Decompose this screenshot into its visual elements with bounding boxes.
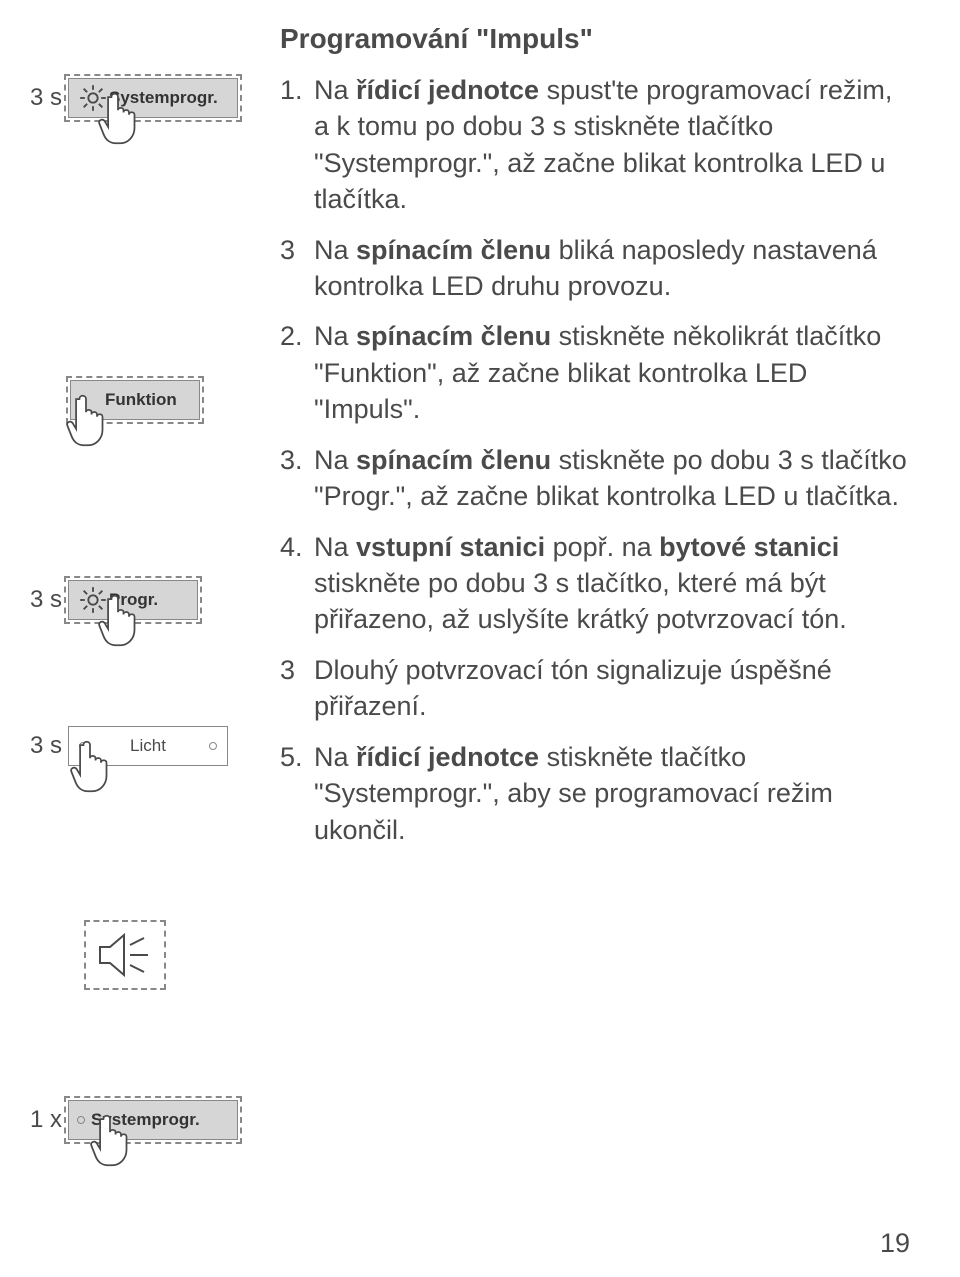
text: Na — [314, 532, 356, 562]
step-4: 4. Na vstupní stanici popř. na bytové st… — [280, 529, 910, 638]
page-number: 19 — [880, 1228, 910, 1259]
bold-term: řídicí jednotce — [356, 75, 539, 105]
text: popř. na — [545, 532, 659, 562]
step-number: 3. — [280, 442, 314, 515]
bold-term: spínacím členu — [356, 321, 551, 351]
text-column: Programování "Impuls" 1. Na řídicí jedno… — [280, 20, 910, 862]
step-number: 2. — [280, 318, 314, 427]
text: Na — [314, 321, 356, 351]
bold-term: bytové stanici — [659, 532, 839, 562]
press-hand-icon — [68, 738, 112, 794]
press-hand-icon — [64, 392, 108, 448]
text: stiskněte po dobu 3 s tlačítko, které má… — [314, 568, 847, 634]
press-hand-icon — [96, 592, 140, 648]
count-label: 1 x — [30, 1106, 62, 1134]
duration-label: 3 s — [30, 732, 62, 760]
bold-term: spínacím členu — [356, 235, 551, 265]
led-off-icon — [77, 1116, 85, 1124]
led-off-icon — [209, 742, 217, 750]
bold-term: spínacím členu — [356, 445, 551, 475]
duration-label: 3 s — [30, 586, 62, 614]
step-1: 1. Na řídicí jednotce spust'te programov… — [280, 72, 910, 218]
text: Na — [314, 75, 356, 105]
bold-term: řídicí jednotce — [356, 742, 539, 772]
step-2: 2. Na spínacím členu stiskněte několikrá… — [280, 318, 910, 427]
note-1: 3 Na spínacím členu bliká naposledy nast… — [280, 232, 910, 305]
step-number: 4. — [280, 529, 314, 638]
section-title: Programování "Impuls" — [280, 20, 910, 58]
text: Dlouhý potvrzovací tón signalizuje úspěš… — [314, 655, 832, 721]
press-hand-icon — [88, 1112, 132, 1168]
icons-column: 3 s Systempro — [30, 20, 260, 862]
systemprogr-button-graphic: Systemprogr. — [68, 78, 238, 118]
press-hand-icon — [96, 90, 140, 146]
button-label: Funktion — [105, 390, 177, 410]
step-5: 5. Na řídicí jednotce stiskněte tlačítko… — [280, 739, 910, 848]
text: Na — [314, 445, 356, 475]
step-3: 3. Na spínacím členu stiskněte po dobu 3… — [280, 442, 910, 515]
step-number: 5. — [280, 739, 314, 848]
step-number: 3 — [280, 652, 314, 725]
speaker-icon — [90, 920, 160, 990]
button-label: Licht — [130, 736, 166, 756]
step-number: 3 — [280, 232, 314, 305]
text: Na — [314, 742, 356, 772]
step-number: 1. — [280, 72, 314, 218]
text: Na — [314, 235, 356, 265]
duration-label: 3 s — [30, 84, 62, 112]
bold-term: vstupní stanici — [356, 532, 545, 562]
note-2: 3 Dlouhý potvrzovací tón signalizuje úsp… — [280, 652, 910, 725]
